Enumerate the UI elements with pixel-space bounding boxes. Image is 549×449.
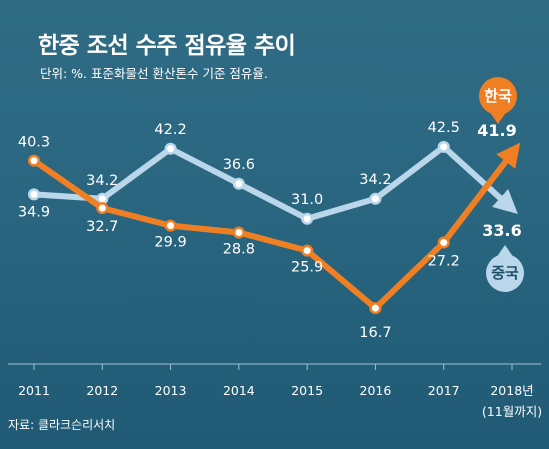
bubble-korea-tail: [489, 111, 507, 124]
data-labels: 40.3 32.7 29.9 28.8 25.9 16.7 27.2 34.9 34.2 42.2…: [18, 120, 522, 341]
data-label-china-latest: 33.6: [482, 221, 521, 240]
data-label-china: 36.6: [223, 157, 255, 173]
data-label-china: 34.9: [18, 204, 50, 220]
data-label-korea: 40.3: [18, 135, 50, 151]
bubble-korea: [479, 77, 517, 115]
x-tick-label: 2017: [428, 383, 460, 398]
x-tick-label: 2015: [291, 383, 323, 398]
data-label-korea-latest: 41.9: [477, 121, 516, 140]
korea-arrow: [440, 142, 521, 246]
korea-point: [369, 302, 382, 315]
korea-point: [301, 244, 314, 257]
chart-title: 한중 조선 수주 점유율 추이: [38, 33, 296, 59]
bubble-china: [486, 254, 524, 292]
x-tick-label: 2011: [18, 383, 50, 398]
korea-point: [96, 202, 109, 215]
data-label-korea: 16.7: [359, 325, 391, 341]
china-point: [369, 192, 382, 205]
china-point: [27, 188, 41, 201]
bubble-china-label: 중국: [491, 264, 519, 282]
x-tick-label: 2018년: [490, 383, 533, 398]
data-label-china: 34.2: [86, 173, 118, 189]
chart-source: 자료: 클라크슨리서치: [8, 418, 116, 432]
chart-subtitle: 단위: %. 표준화물선 환산톤수 기준 점유율.: [40, 66, 268, 81]
series-china: [27, 140, 518, 225]
korea-point: [232, 226, 245, 239]
korea-point: [164, 219, 177, 232]
x-tick-label: 2012: [86, 383, 118, 398]
data-label-korea: 27.2: [428, 254, 460, 270]
x-tick-note: (11월까지): [482, 404, 542, 419]
data-label-korea: 25.9: [291, 260, 323, 276]
data-label-korea: 32.7: [86, 219, 118, 235]
x-axis: [8, 363, 541, 370]
china-point: [232, 177, 245, 190]
data-label-china: 42.2: [154, 122, 186, 138]
x-tick-label: 2013: [155, 383, 187, 398]
data-label-korea: 29.9: [154, 235, 186, 251]
data-label-china: 31.0: [291, 192, 323, 208]
bubble-korea-label: 한국: [484, 87, 512, 105]
korea-point: [437, 236, 450, 249]
china-point: [164, 142, 177, 155]
x-tick-label: 2014: [223, 383, 255, 398]
x-tick-label: 2016: [360, 383, 392, 398]
china-point: [301, 212, 314, 225]
bubble-china-tail: [496, 245, 514, 258]
china-arrow: [440, 143, 518, 215]
data-label-china: 34.2: [359, 172, 391, 188]
data-label-china: 42.5: [428, 120, 460, 136]
data-label-korea: 28.8: [223, 242, 255, 258]
x-tick-labels: 2011 2012 2013 2014 2015 2016 2017 2018년 (11월까지): [18, 383, 542, 419]
korea-point: [27, 154, 41, 167]
china-point: [437, 140, 450, 153]
series-korea: [27, 142, 521, 315]
